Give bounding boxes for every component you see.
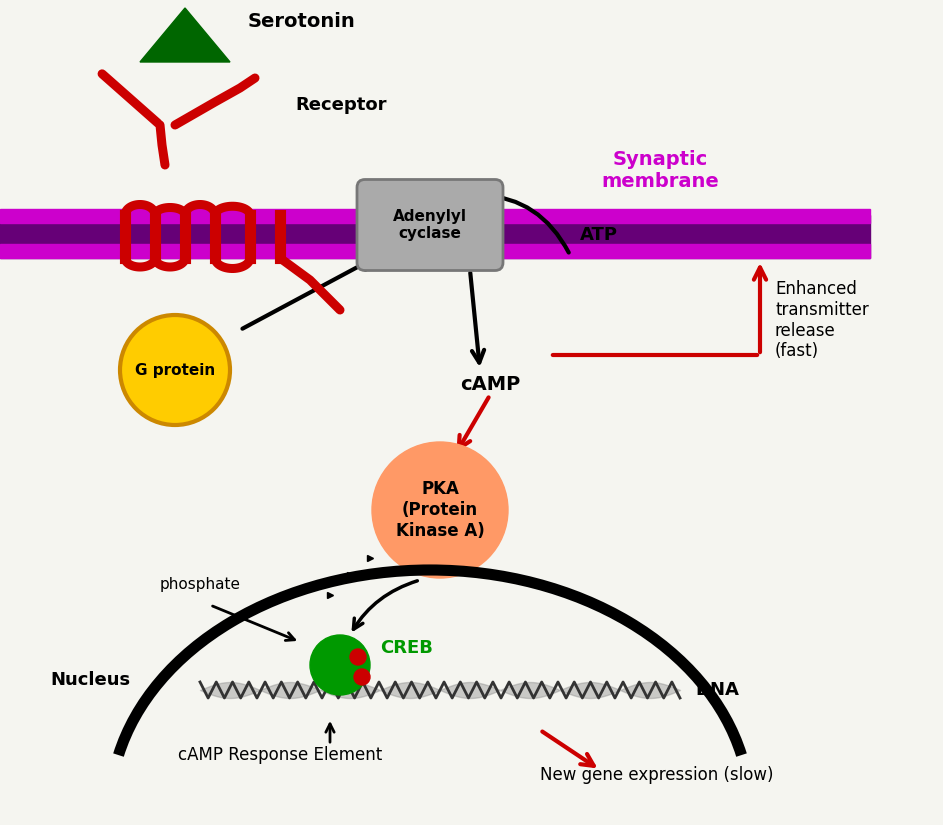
FancyBboxPatch shape (357, 180, 503, 271)
Text: DNA: DNA (695, 681, 739, 699)
Text: G protein: G protein (135, 362, 215, 378)
Text: cAMP Response Element: cAMP Response Element (178, 746, 382, 764)
Circle shape (372, 442, 508, 578)
Text: Enhanced
transmitter
release
(fast): Enhanced transmitter release (fast) (775, 280, 869, 361)
Text: Adenylyl
cyclase: Adenylyl cyclase (393, 209, 467, 241)
Text: Serotonin: Serotonin (248, 12, 356, 31)
Text: PKA
(Protein
Kinase A): PKA (Protein Kinase A) (396, 480, 485, 540)
Polygon shape (140, 8, 230, 62)
Circle shape (120, 315, 230, 425)
Circle shape (354, 669, 370, 685)
Circle shape (310, 635, 370, 695)
Bar (0, 244, 870, 258)
Text: ATP: ATP (580, 226, 618, 244)
Text: New gene expression (slow): New gene expression (slow) (540, 766, 773, 784)
Text: Synaptic
membrane: Synaptic membrane (601, 150, 719, 191)
Text: cAMP: cAMP (460, 375, 521, 394)
Bar (0, 209, 870, 223)
Text: CREB: CREB (380, 639, 433, 657)
Text: phosphate: phosphate (160, 578, 241, 592)
Text: Receptor: Receptor (295, 96, 387, 114)
Bar (0, 215, 870, 258)
Circle shape (350, 649, 366, 665)
Text: Nucleus: Nucleus (50, 671, 130, 689)
